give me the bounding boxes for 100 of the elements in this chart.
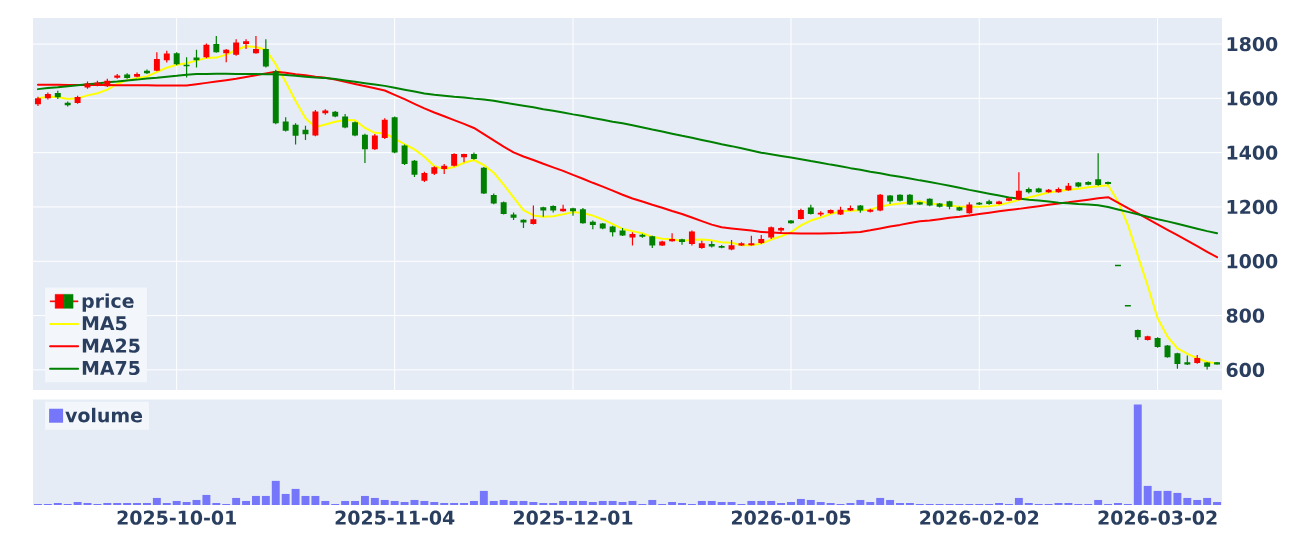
- candlestick: [916, 201, 923, 206]
- x-tick-label: 2025-12-01: [513, 510, 633, 525]
- bar: [1193, 499, 1202, 505]
- bar: [390, 500, 399, 505]
- bar: [796, 498, 805, 505]
- x-tick-label: 2026-01-05: [731, 510, 851, 525]
- bar: [172, 500, 181, 505]
- candlestick: [679, 238, 685, 245]
- bar: [905, 502, 914, 505]
- bar: [707, 500, 716, 505]
- bar: [747, 500, 756, 505]
- y-tick-label: 1600: [1227, 91, 1278, 106]
- candlestick: [936, 202, 943, 208]
- bar: [668, 501, 677, 505]
- bar: [321, 500, 330, 505]
- bar: [351, 500, 359, 505]
- legend-label: price: [82, 293, 134, 312]
- bar: [1064, 502, 1073, 505]
- bar: [53, 502, 62, 505]
- bar: [232, 497, 241, 505]
- bar: [697, 500, 706, 505]
- bar: [212, 502, 221, 505]
- y-tick-label: 800: [1226, 308, 1265, 323]
- legend-label: MA25: [82, 338, 140, 353]
- bar: [549, 502, 558, 505]
- bar: [360, 495, 369, 505]
- candlestick: [778, 227, 785, 234]
- bar: [816, 501, 825, 505]
- candlestick: [659, 240, 666, 247]
- bar: [1203, 497, 1212, 505]
- candlestick: [252, 35, 259, 54]
- candlestick: [243, 39, 250, 49]
- bar: [380, 499, 389, 505]
- x-tick-label: 2026-02-02: [920, 510, 1039, 525]
- x-tick-label: 2026-03-02: [1098, 510, 1217, 525]
- bar: [499, 499, 508, 505]
- bar: [1213, 501, 1222, 505]
- bar: [142, 502, 151, 505]
- bar: [271, 480, 280, 505]
- bar: [242, 500, 250, 505]
- candlestick: [470, 152, 477, 160]
- bar: [588, 501, 597, 505]
- bar: [103, 502, 112, 505]
- bar: [1024, 502, 1033, 505]
- bar: [806, 499, 815, 505]
- bar: [460, 502, 468, 505]
- y-tick-label: 1000: [1227, 254, 1278, 269]
- candlestick: [570, 207, 576, 216]
- bar: [1153, 490, 1162, 505]
- bar: [1094, 499, 1103, 505]
- bar: [202, 494, 211, 505]
- legend-label: MA75: [82, 361, 140, 376]
- x-tick-label: 2025-10-01: [117, 510, 236, 525]
- y-tick-label: 1200: [1227, 199, 1278, 215]
- bar: [251, 495, 260, 505]
- bar: [717, 501, 726, 505]
- bar: [678, 502, 686, 505]
- bar: [598, 500, 607, 505]
- bar: [162, 502, 171, 505]
- candlestick: [134, 72, 141, 78]
- bar: [400, 501, 409, 505]
- y-tick-label: 1800: [1227, 36, 1278, 52]
- legend-label: volume: [65, 407, 143, 423]
- bar: [1114, 502, 1122, 505]
- bar: [608, 500, 617, 505]
- bar: [757, 500, 766, 505]
- bar: [539, 502, 548, 505]
- bar: [578, 500, 587, 505]
- bar: [826, 502, 835, 505]
- candlestick: [887, 195, 894, 204]
- bar: [777, 502, 786, 505]
- bar: [866, 501, 875, 505]
- bar: [311, 495, 320, 505]
- bar: [1143, 485, 1152, 505]
- candlestick: [897, 194, 903, 202]
- bar: [123, 502, 132, 505]
- candlestick: [461, 153, 467, 163]
- bar: [846, 502, 855, 505]
- candlestick: [669, 233, 676, 242]
- bar: [152, 497, 161, 505]
- bar: [479, 490, 488, 505]
- candlestick: [1085, 181, 1092, 186]
- candlestick: [1105, 181, 1112, 185]
- bar: [767, 500, 776, 505]
- bar: [291, 488, 300, 505]
- bar: [1133, 404, 1142, 505]
- bar: [569, 500, 577, 505]
- bar: [133, 502, 142, 505]
- candlestick: [718, 244, 725, 249]
- bar: [509, 500, 518, 505]
- bar: [450, 502, 459, 505]
- y-tick-label: 600: [1226, 362, 1265, 378]
- bar: [896, 502, 904, 505]
- bar: [995, 502, 1004, 505]
- bar: [856, 499, 865, 505]
- bar: [281, 493, 290, 505]
- bar: [559, 500, 568, 505]
- bar: [1014, 497, 1023, 505]
- bar: [886, 499, 895, 505]
- bar: [420, 500, 429, 505]
